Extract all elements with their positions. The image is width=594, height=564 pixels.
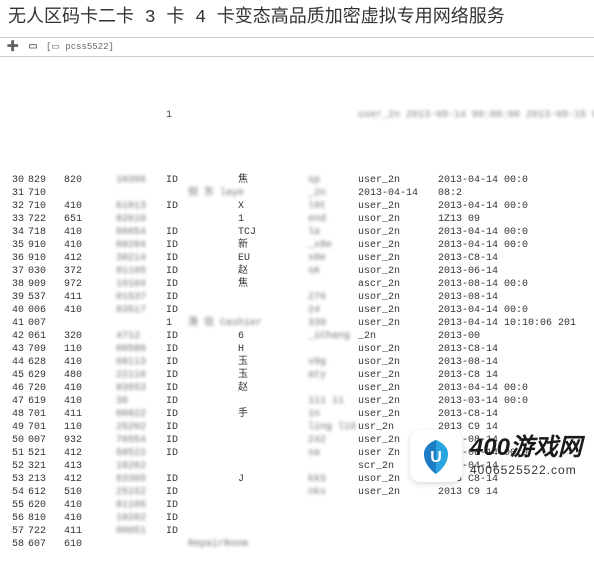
watermark-logo: U [410,430,462,482]
table-row: 31710倪 东 laye_2n2013-04-1408:2 [4,187,594,200]
table-row: 33722651826101endusor_2n1Z13 09 [4,213,594,226]
data-table: 1 user_2n 2013-09-14 09:00:00 2013-09-15… [0,57,594,564]
table-row: 3890997210104ID焦ascr_2n2013-08-14 00:0 [4,278,594,291]
table-row: 58607610RepairRoom [4,538,594,551]
table-row: 420613204712ID6_iChang_2n2013-00 [4,330,594,343]
table-row: 4000641083517ID24user_2n2013-04-14 00:0 [4,304,594,317]
table-row: 3591041008204ID新_x8euser_2n2013-04-14 00… [4,239,594,252]
table-row: 3953741101537ID276usor_2n2013-08-14 [4,291,594,304]
table-row: 4562948022110ID玉atyuser_2n2013-C8 14 [4,369,594,382]
table-row: 3082982010396ID焦spuser_2n2013-04-14 00:0 [4,174,594,187]
table-row: 410071滑 信 Cashier339user_2n2013-04-14 10… [4,317,594,330]
watermark-text-main: 400游戏网 [470,436,582,460]
table-row: 5772241100051ID [4,525,594,538]
table-row: 3271041061013IDXl9tuser_2n2013-04-14 00:… [4,200,594,213]
table-row: 4870141100822ID手1nuser_2n2013-C8-14 [4,408,594,421]
title-bar: 无人区码卡二卡 3 卡 4 卡变态高品质加密虚拟专用网络服务 [0,0,594,37]
table-row: 3471841066054IDTCJlausor_2n2013-04-14 00… [4,226,594,239]
page-title: 无人区码卡二卡 3 卡 4 卡变态高品质加密虚拟专用网络服务 [8,8,505,28]
toolbar: ➕ ▭ [▭ pcss5522] [0,37,594,57]
table-row: 4462841068113ID玉v9gusor_2n2013-08-14 [4,356,594,369]
watermark: U 400游戏网 4006525522.com [410,430,582,482]
watermark-text-sub: 4006525522.com [470,464,582,476]
table-row: 4672041083553ID赵user_2n2013-04-14 00:0 [4,382,594,395]
table-row: 4370911000580IDHusor_2n2013-C8-14 [4,343,594,356]
table-row: 4761941036ID111 11user_2n2013-03-14 00:0 [4,395,594,408]
table-row: 3703037281105ID赵sKusor_2n2013-06-14 [4,265,594,278]
table-row: 3691041238214IDEUx8euser_2n2013-C8-14 [4,252,594,265]
table-header: 1 user_2n 2013-09-14 09:00:00 2013-09-15… [4,83,594,148]
table-row: 5562041081106ID [4,499,594,512]
process-icon[interactable]: ▭ [26,40,40,54]
toolbar-label: [▭ pcss5522] [46,42,114,52]
svg-text:U: U [430,449,442,466]
table-row: 5461251025152IDnksuser_2n2013 C9 14 [4,486,594,499]
add-icon[interactable]: ➕ [6,40,20,54]
table-row: 5681041010202ID [4,512,594,525]
